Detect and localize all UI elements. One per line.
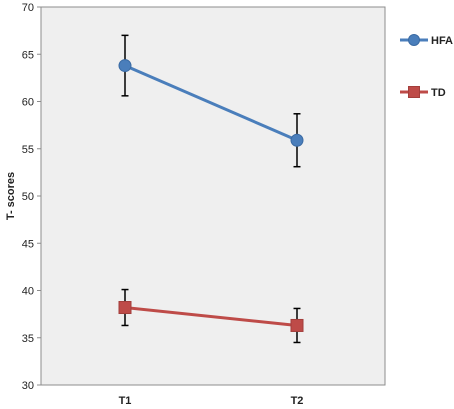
y-tick-label: 40 bbox=[22, 286, 34, 298]
y-tick-label: 55 bbox=[22, 144, 34, 156]
series-hfa bbox=[118, 34, 304, 168]
series-line bbox=[124, 306, 298, 327]
y-axis-ticks: 30 35 40 45 50 55 60 65 70 bbox=[22, 2, 41, 392]
legend-marker bbox=[408, 34, 420, 46]
y-tick-label: 45 bbox=[22, 238, 34, 250]
series-td bbox=[118, 288, 304, 344]
series-line bbox=[124, 64, 298, 142]
data-point bbox=[290, 133, 304, 147]
y-tick-label: 30 bbox=[22, 380, 34, 392]
data-point bbox=[290, 318, 304, 332]
plot-area bbox=[40, 6, 386, 386]
legend: HFA TD bbox=[400, 34, 453, 99]
legend-item-td: TD bbox=[400, 86, 446, 99]
data-point bbox=[118, 301, 132, 315]
y-tick-label: 50 bbox=[22, 191, 34, 203]
data-point bbox=[118, 59, 132, 73]
y-tick-label: 60 bbox=[22, 97, 34, 109]
y-tick-label: 65 bbox=[22, 49, 34, 61]
x-axis-ticks: T1 T2 bbox=[119, 395, 304, 407]
x-tick-label: T2 bbox=[291, 395, 304, 407]
x-tick-label: T1 bbox=[119, 395, 132, 407]
legend-label: TD bbox=[431, 87, 446, 99]
legend-marker bbox=[408, 86, 420, 98]
y-axis-title: T- scores bbox=[5, 172, 17, 220]
y-tick-label: 35 bbox=[22, 333, 34, 345]
legend-label: HFA bbox=[431, 35, 453, 47]
series-layer bbox=[118, 34, 304, 344]
legend-item-hfa: HFA bbox=[400, 34, 453, 47]
y-tick-label: 70 bbox=[22, 2, 34, 14]
